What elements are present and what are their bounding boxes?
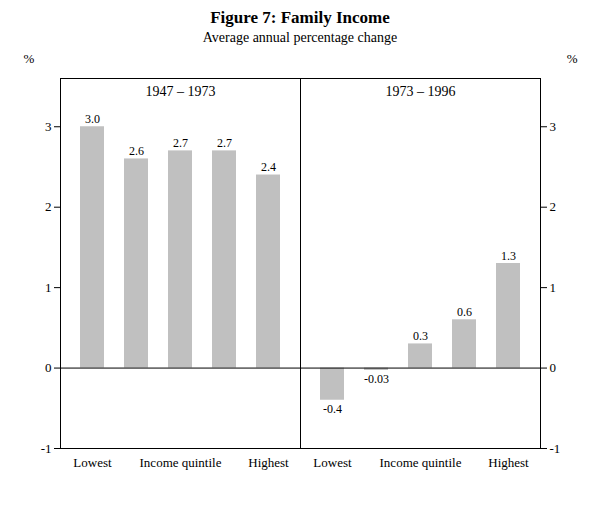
- svg-text:3: 3: [45, 119, 52, 134]
- svg-text:Highest: Highest: [488, 455, 529, 470]
- svg-text:%: %: [567, 51, 578, 66]
- svg-text:2.6: 2.6: [129, 144, 144, 158]
- svg-text:2.7: 2.7: [173, 136, 188, 150]
- html-text:Figure 7: Family Income: Figure 7: Family Income: [210, 8, 390, 27]
- svg-text:0.6: 0.6: [457, 305, 472, 319]
- svg-text:1.3: 1.3: [501, 249, 516, 263]
- svg-text:-0.03: -0.03: [364, 372, 389, 386]
- svg-text:1: 1: [45, 280, 52, 295]
- svg-text:-0.4: -0.4: [323, 402, 342, 416]
- svg-text:Lowest: Lowest: [73, 455, 112, 470]
- svg-text:Lowest: Lowest: [313, 455, 352, 470]
- svg-text:1973 – 1996: 1973 – 1996: [386, 84, 456, 99]
- svg-text:3: 3: [550, 119, 557, 134]
- svg-text:-1: -1: [550, 441, 561, 456]
- svg-text:Income quintile: Income quintile: [140, 455, 222, 470]
- svg-text:Income quintile: Income quintile: [380, 455, 462, 470]
- svg-text:%: %: [24, 51, 35, 66]
- svg-text:3.0: 3.0: [85, 112, 100, 126]
- svg-text:2.7: 2.7: [217, 136, 232, 150]
- svg-text:0: 0: [45, 360, 52, 375]
- svg-text:2: 2: [550, 199, 557, 214]
- svg-text:-1: -1: [41, 441, 52, 456]
- svg-text:2.4: 2.4: [261, 160, 276, 174]
- svg-text:Highest: Highest: [248, 455, 289, 470]
- svg-text:1: 1: [550, 280, 557, 295]
- svg-text:0.3: 0.3: [413, 329, 428, 343]
- svg-text:2: 2: [45, 199, 52, 214]
- svg-text:1947 – 1973: 1947 – 1973: [146, 84, 216, 99]
- html-text:Average annual percentage chan: Average annual percentage change: [202, 30, 398, 45]
- svg-text:0: 0: [550, 360, 557, 375]
